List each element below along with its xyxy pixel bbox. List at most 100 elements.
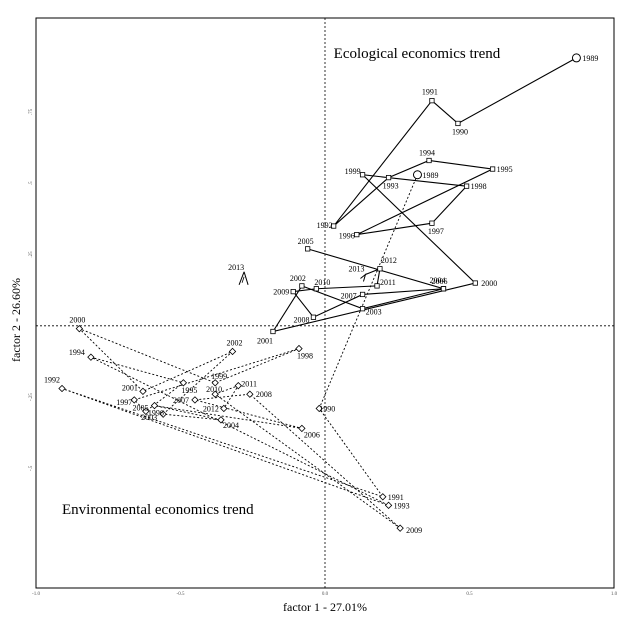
point-label: 2004 xyxy=(223,421,239,430)
point-marker-square xyxy=(429,220,435,226)
point-label: 2003 xyxy=(366,308,382,317)
point-marker-square xyxy=(377,266,383,272)
point-marker-diamond xyxy=(142,407,150,415)
point-marker-diamond xyxy=(379,493,387,501)
point-marker-diamond xyxy=(130,396,138,404)
x-axis-title: factor 1 - 27.01% xyxy=(283,600,367,614)
arrow-head-left xyxy=(238,271,245,285)
point-marker-diamond xyxy=(228,347,237,356)
point-label: 2000 xyxy=(69,316,85,325)
point-label: 2012 xyxy=(381,256,397,265)
point-label: 2000 xyxy=(481,279,497,288)
point-label: 1992 xyxy=(44,376,60,385)
point-marker-diamond xyxy=(220,404,228,413)
point-label: 1996 xyxy=(148,408,164,417)
point-marker-diamond xyxy=(211,390,219,398)
point-marker-square xyxy=(455,120,461,127)
arrow-head-right xyxy=(243,271,249,285)
point-label: 1998 xyxy=(471,182,487,191)
y-tick-label: -.5 xyxy=(29,465,34,471)
y-tick-label: .5 xyxy=(29,181,34,185)
point-label: 2009 xyxy=(273,288,289,297)
point-marker-square xyxy=(331,223,337,229)
dashed-trajectory-line xyxy=(61,174,418,529)
point-marker-diamond xyxy=(298,424,306,433)
point-marker-square xyxy=(299,283,305,289)
point-label: 1999 xyxy=(211,372,227,381)
point-label: 1993 xyxy=(383,182,399,191)
point-marker-square xyxy=(359,291,366,298)
annotations: Ecological economics trend Environmental … xyxy=(62,46,501,518)
point-marker-circle xyxy=(412,170,422,180)
point-label: 1997 xyxy=(428,227,444,236)
point-marker-square xyxy=(359,172,366,178)
axis-ticks: -1.0 -0.5 0.0 0.5 1.0 -.5 -.25 .25 .5 .75 xyxy=(29,108,618,597)
point-label: 1997 xyxy=(116,398,132,407)
point-markers xyxy=(58,53,581,532)
point-marker-diamond xyxy=(295,344,303,353)
point-label: 1989 xyxy=(582,54,598,63)
point-marker-square xyxy=(290,288,296,295)
point-marker-square xyxy=(354,231,360,238)
point-marker-diamond xyxy=(159,410,167,418)
point-marker-diamond xyxy=(58,384,66,393)
point-marker-diamond xyxy=(217,416,225,424)
point-marker-square xyxy=(490,166,496,172)
point-marker-diamond xyxy=(396,524,404,532)
point-label: 2007 xyxy=(341,291,357,300)
point-label: 1995 xyxy=(181,386,197,395)
point-marker-diamond xyxy=(191,396,199,404)
y-axis-title: factor 2 - 26.60% xyxy=(9,278,23,362)
point-label: 1991 xyxy=(388,493,404,502)
point-marker-diamond xyxy=(211,379,219,387)
point-label: 2013 xyxy=(348,265,364,274)
point-marker-square xyxy=(464,183,470,189)
y-tick-label: .75 xyxy=(29,108,34,115)
x-tick-label: -1.0 xyxy=(32,592,40,597)
point-label: 1999 xyxy=(345,167,361,176)
point-label: 2001 xyxy=(122,383,138,392)
point-marker-diamond xyxy=(384,501,393,510)
point-marker-square xyxy=(313,286,319,292)
point-label: 1998 xyxy=(297,352,313,361)
point-label: 2005 xyxy=(298,237,314,246)
point-label: 1995 xyxy=(497,165,513,174)
y-tick-label: .25 xyxy=(29,251,34,258)
point-marker-circle xyxy=(571,53,581,63)
point-label: 1989 xyxy=(422,171,438,180)
point-marker-arrow xyxy=(360,273,367,282)
point-label: 2002 xyxy=(227,338,243,347)
point-marker-square xyxy=(270,328,276,335)
point-marker-diamond xyxy=(139,387,147,396)
point-label: 1990 xyxy=(452,127,468,136)
point-marker-diamond xyxy=(87,353,95,361)
point-marker-square xyxy=(359,306,366,312)
point-marker-square xyxy=(426,157,432,164)
y-tick-label: -.25 xyxy=(29,393,34,401)
point-marker-square xyxy=(305,246,311,252)
point-marker-square xyxy=(440,286,447,292)
trend-annotation: Environmental economics trend xyxy=(62,502,254,518)
point-label: 1992 xyxy=(317,221,333,230)
point-label: 2011 xyxy=(241,380,257,389)
point-marker-square xyxy=(429,98,435,104)
arrow-2013: 2013 xyxy=(228,263,249,285)
point-label: 2011 xyxy=(380,278,396,287)
point-marker-diamond xyxy=(150,401,159,410)
point-label: 2004 xyxy=(429,276,445,285)
dashed-series-lines xyxy=(61,174,418,529)
point-label: 1991 xyxy=(422,88,438,97)
point-marker-square xyxy=(472,280,478,286)
point-label: 2001 xyxy=(257,337,273,346)
point-marker-diamond xyxy=(246,390,254,398)
point-label: 2010 xyxy=(314,278,330,287)
arrow-head-inner xyxy=(241,276,245,283)
x-tick-label: 0.5 xyxy=(466,592,473,597)
point-label: 1993 xyxy=(394,501,410,510)
point-label: 2006 xyxy=(304,430,320,439)
point-label: 1990 xyxy=(319,404,335,413)
point-marker-square xyxy=(385,174,392,181)
point-label: 1994 xyxy=(419,149,435,158)
x-tick-label: 0.0 xyxy=(322,592,329,597)
